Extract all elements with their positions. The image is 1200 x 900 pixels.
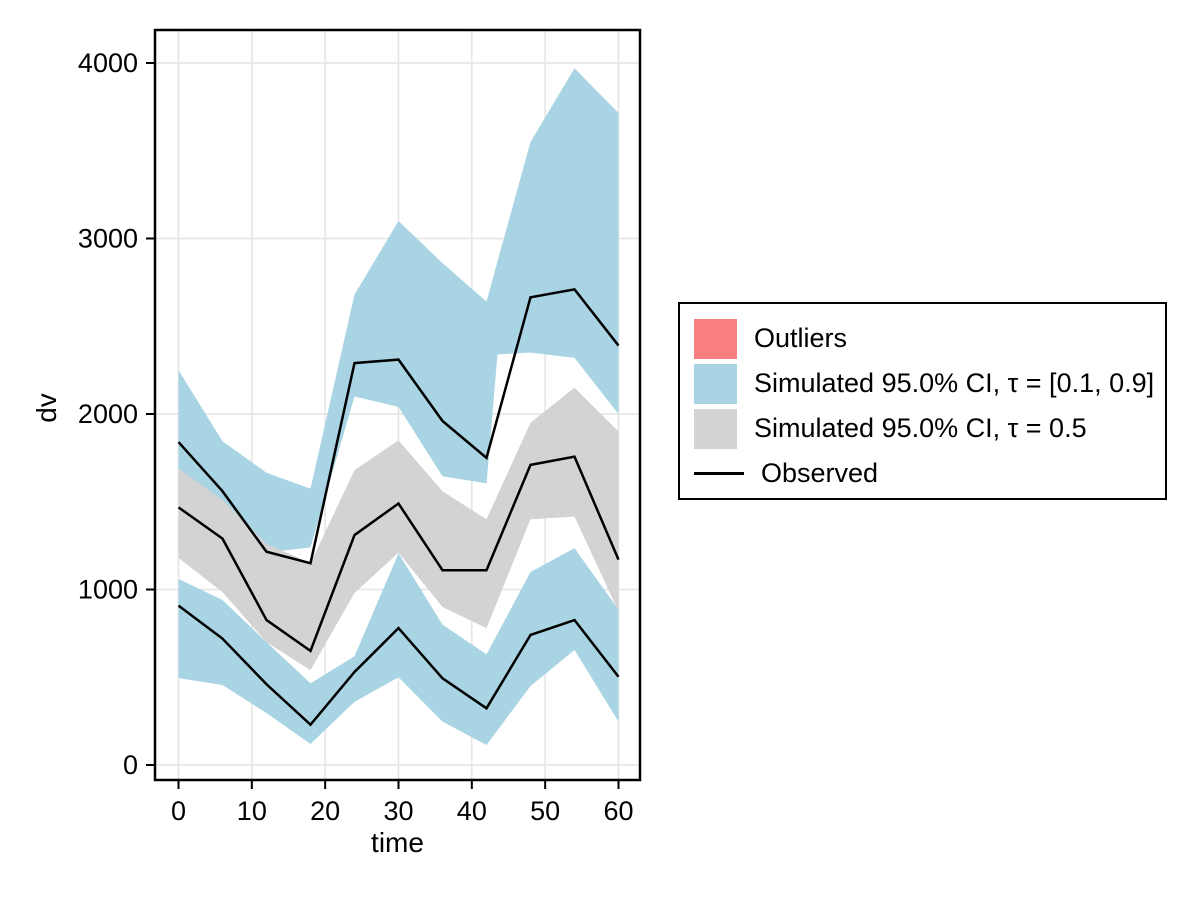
x-tick-label: 30 — [383, 796, 413, 826]
y-axis-label: dv — [31, 393, 62, 423]
legend-item-simulated-ci-outer: Simulated 95.0% CI, τ = [0.1, 0.9] — [694, 361, 1165, 406]
outliers-swatch-icon — [694, 318, 737, 359]
y-tick-label: 1000 — [78, 575, 138, 605]
y-tick-label: 3000 — [78, 224, 138, 254]
x-axis-label: time — [371, 827, 424, 858]
x-tick-label: 60 — [603, 796, 633, 826]
band-simulated-ci-tau-0.1-0.9-upper — [178, 68, 619, 553]
band-simulated-ci-tau-0.5 — [178, 387, 619, 671]
x-tick-label: 20 — [310, 796, 340, 826]
blue-band-swatch-icon — [694, 363, 737, 404]
x-tick-label: 10 — [237, 796, 267, 826]
y-tick-label: 0 — [123, 750, 138, 780]
line-observed-median — [177, 455, 620, 653]
line-observed-upper — [177, 288, 620, 565]
y-tick-label: 2000 — [78, 399, 138, 429]
x-tick-label: 0 — [171, 796, 186, 826]
gray-band-swatch-icon — [694, 408, 737, 449]
legend-item-outliers: Outliers — [694, 316, 1165, 361]
observed-line-swatch-icon — [694, 472, 744, 475]
legend-item-observed: Observed — [694, 451, 1165, 496]
legend-item-label: Outliers — [754, 323, 848, 353]
legend-item-label: Simulated 95.0% CI, τ = 0.5 — [754, 413, 1087, 443]
band-simulated-ci-tau-0.1-0.9-lower — [178, 548, 619, 745]
y-tick-label: 4000 — [78, 48, 138, 78]
legend-item-label: Simulated 95.0% CI, τ = [0.1, 0.9] — [754, 368, 1155, 398]
legend: Outliers Simulated 95.0% CI, τ = [0.1, 0… — [678, 302, 1167, 500]
legend-item-label: Observed — [761, 458, 879, 488]
x-tick-label: 40 — [457, 796, 487, 826]
line-observed-lower — [177, 604, 620, 727]
legend-item-simulated-ci-median: Simulated 95.0% CI, τ = 0.5 — [694, 406, 1165, 451]
x-tick-label: 50 — [530, 796, 560, 826]
